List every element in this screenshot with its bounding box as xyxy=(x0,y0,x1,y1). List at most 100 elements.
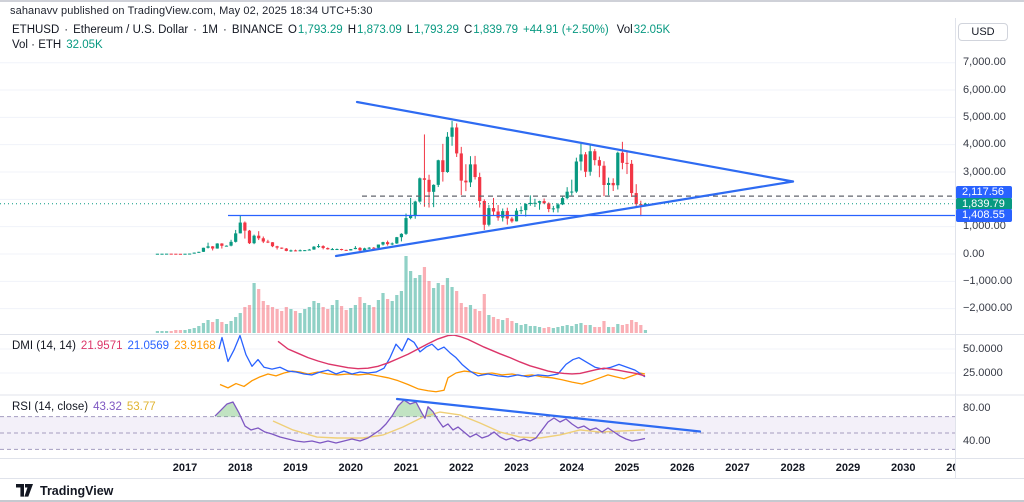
year-tick-label[interactable]: 2024 xyxy=(559,462,584,474)
year-tick-label[interactable]: 2025 xyxy=(614,462,640,474)
axis-label: 50.0000 xyxy=(963,342,1003,355)
candle-body xyxy=(247,230,252,244)
candle-body xyxy=(211,246,215,249)
candle-body xyxy=(234,233,238,242)
candle-body xyxy=(487,208,491,225)
candle-body xyxy=(197,251,201,253)
chart-area[interactable]: ETHUSD · Ethereum / U.S. Dollar · 1M · B… xyxy=(0,18,1024,478)
year-tick-label[interactable]: 2023 xyxy=(504,462,529,474)
candle-body xyxy=(528,202,532,204)
tradingview-brand[interactable]: TradingView xyxy=(40,483,114,498)
currency-toggle-usd[interactable]: USD xyxy=(958,23,1008,41)
volume-bar xyxy=(602,321,606,333)
triangle-upper-trendline xyxy=(355,100,795,183)
candle-body xyxy=(519,210,523,212)
candle-body xyxy=(243,222,247,231)
price-axis[interactable]: 7,000.00 6,000.00 5,000.00 4,000.00 3,000.00… xyxy=(955,18,1024,478)
candle-body xyxy=(473,164,477,178)
candle-body xyxy=(284,248,288,251)
candle-body xyxy=(409,215,413,219)
candle-body xyxy=(192,252,196,254)
chart-canvas[interactable] xyxy=(0,18,1024,478)
axis-label: 40.00 xyxy=(963,434,991,447)
candle-body xyxy=(455,127,459,154)
volume-bar xyxy=(496,319,500,333)
volume-bar xyxy=(201,323,206,333)
volume-bar xyxy=(284,307,288,333)
volume-bar xyxy=(537,327,542,333)
year-tick-label[interactable]: 2028 xyxy=(780,462,805,474)
candle-body xyxy=(597,160,601,166)
candle-body xyxy=(252,235,256,244)
candle-body xyxy=(468,164,473,183)
time-axis[interactable]: 2017 2018 2019 2020 2021 2022 2023 2024 2025 2026… xyxy=(0,458,955,478)
volume-bar xyxy=(436,283,440,333)
volume-bar xyxy=(192,328,196,333)
dmi-adx-value: 21.9571 xyxy=(80,340,123,352)
volume-bar xyxy=(418,275,422,333)
year-tick-label[interactable]: 2030 xyxy=(891,462,916,474)
tradingview-logo-icon[interactable] xyxy=(16,484,33,497)
volume-bar xyxy=(335,300,339,333)
volume-bar xyxy=(197,326,201,333)
dmi-minus-di-line xyxy=(219,370,646,393)
volume-bar xyxy=(464,307,468,333)
volume-bar xyxy=(579,323,583,333)
candle-body xyxy=(464,180,468,183)
candle-body xyxy=(630,163,634,194)
year-tick-label[interactable]: 2019 xyxy=(283,462,308,474)
year-tick-label[interactable]: 2020 xyxy=(338,462,363,474)
volume-bar xyxy=(409,271,413,333)
symbol-description: Ethereum / U.S. Dollar xyxy=(73,24,189,36)
volume-bar xyxy=(565,325,569,333)
candle-body xyxy=(491,208,496,212)
axis-label: 0.00 xyxy=(963,247,985,260)
volume-bar xyxy=(459,303,463,333)
candle-body xyxy=(643,203,648,205)
year-tick-label[interactable]: 2022 xyxy=(449,462,474,474)
symbol-name: ETHUSD xyxy=(12,24,60,36)
candle-body xyxy=(524,203,528,211)
year-tick-label[interactable]: 2018 xyxy=(228,462,253,474)
volume-bar xyxy=(616,324,620,333)
year-tick-label[interactable]: 2026 xyxy=(670,462,695,474)
candle-body xyxy=(413,201,417,216)
candle-body xyxy=(551,208,555,210)
volume-bar xyxy=(551,328,555,333)
volume-bar xyxy=(229,321,233,333)
volume-bar xyxy=(303,309,307,333)
volume-bar xyxy=(487,315,491,333)
ohlc-open: O 1,793.29 xyxy=(287,24,343,36)
year-tick-label[interactable]: 2021 xyxy=(393,462,419,474)
volume-bar xyxy=(643,330,648,333)
candle-body xyxy=(275,246,279,248)
year-tick-label[interactable]: 2017 xyxy=(172,462,198,474)
volume-bar xyxy=(450,287,454,333)
axis-label: −1,000.00 xyxy=(963,274,1013,287)
year-tick-label[interactable]: 2027 xyxy=(725,462,750,474)
price-label-badge: 1,408.55 xyxy=(956,209,1012,222)
candle-body xyxy=(574,161,578,192)
volume-bar xyxy=(501,320,505,333)
year-tick-label[interactable]: 2031 xyxy=(946,462,955,474)
volume-bar xyxy=(432,288,436,333)
dmi-adx-line xyxy=(277,334,646,377)
candle-body xyxy=(606,182,611,185)
volume-bar xyxy=(367,305,371,333)
candle-body xyxy=(381,242,385,245)
volume-bar xyxy=(266,305,270,333)
candle-body xyxy=(593,151,597,161)
candle-body xyxy=(165,253,169,255)
dmi-plus-di-line xyxy=(218,334,646,378)
exchange-label: BINANCE xyxy=(231,24,283,36)
ohlc-close: C 1,839.79 xyxy=(463,24,519,36)
candle-body xyxy=(270,242,275,247)
candle-body xyxy=(404,218,408,234)
candle-body xyxy=(501,211,505,218)
rsi-title: RSI (14, close) xyxy=(12,401,89,413)
volume-indicator-title: Vol · ETH xyxy=(12,39,62,51)
candle-body xyxy=(386,242,390,245)
year-tick-label[interactable]: 2029 xyxy=(835,462,861,474)
volume-bar xyxy=(574,324,578,333)
volume-bar xyxy=(404,256,408,333)
